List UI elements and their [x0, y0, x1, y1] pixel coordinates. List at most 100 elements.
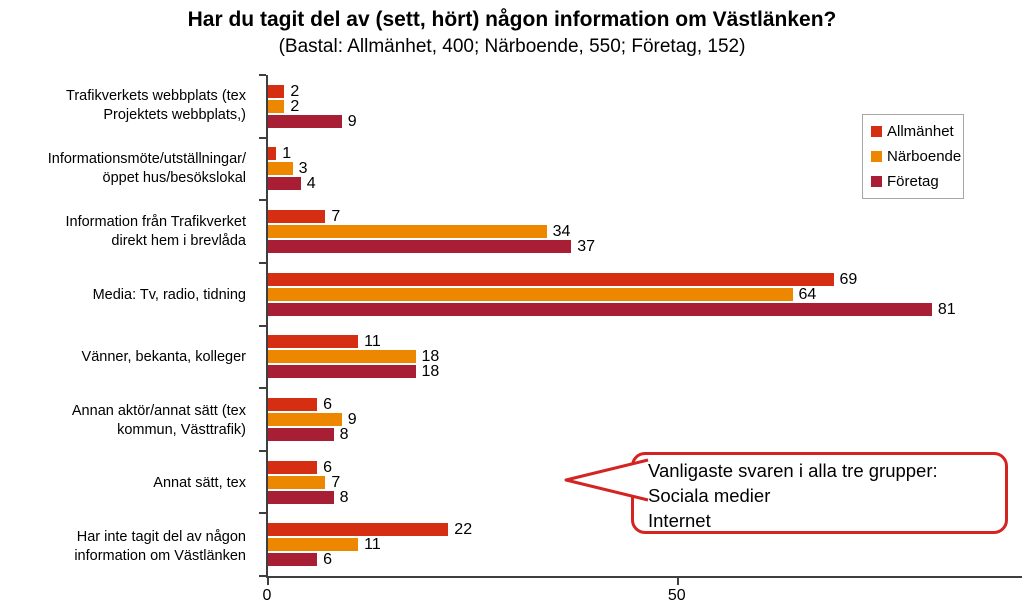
- category-axis-tick: [259, 512, 266, 515]
- category-label: Informationsmöte/utställningar/ öppet hu…: [47, 151, 246, 187]
- bar-value-label: 11: [364, 333, 381, 351]
- bar-value-label: 18: [421, 348, 440, 366]
- bar-line: 18: [268, 363, 1022, 381]
- legend-swatch-icon: [871, 126, 882, 137]
- bar-line: 7: [268, 208, 1022, 226]
- callout-text: Vanligaste svaren i alla tre grupper: So…: [648, 460, 938, 531]
- bar-företag: [268, 302, 932, 316]
- bar-value-label: 8: [339, 425, 349, 443]
- bar-value-label: 18: [421, 363, 440, 381]
- bar-line: 81: [268, 301, 1022, 317]
- bar-line: 7: [268, 473, 1022, 491]
- category-axis-tick: [259, 199, 266, 202]
- bar-value-label: 1: [282, 145, 292, 163]
- bar-line: 11: [268, 536, 1022, 554]
- bar-allmänhet: [268, 460, 318, 474]
- bar-line: 9: [268, 112, 1022, 130]
- bar-företag: [268, 553, 318, 567]
- bar-line: 37: [268, 238, 1022, 256]
- bar-value-label: 69: [839, 270, 858, 288]
- bar-allmänhet: [268, 335, 359, 349]
- bar-företag: [268, 177, 301, 191]
- bar-närboende: [268, 538, 359, 552]
- bar-allmänhet: [268, 272, 834, 286]
- bar-line: 3: [268, 160, 1022, 178]
- bar-value-label: 6: [323, 395, 333, 413]
- bar-line: 9: [268, 410, 1022, 428]
- bar-allmänhet: [268, 397, 318, 411]
- category-axis-tick: [259, 449, 266, 452]
- bar-närboende: [268, 350, 416, 364]
- bar-value-label: 6: [323, 458, 333, 476]
- category-axis-tick: [259, 136, 266, 139]
- bar-allmänhet: [268, 523, 449, 537]
- category-axis-labels: Trafikverkets webbplats (tex Projektets …: [0, 75, 256, 578]
- legend-label: Närboende: [887, 148, 962, 165]
- category-label: Vänner, bekanta, kolleger: [81, 349, 246, 366]
- bar-företag: [268, 427, 334, 441]
- bar-group: 22 11 6: [268, 513, 1022, 576]
- bar-line: 6: [268, 395, 1022, 413]
- legend-item: Närboende: [871, 148, 961, 165]
- bar-line: 64: [268, 286, 1022, 302]
- bar-line: 4: [268, 175, 1022, 193]
- category-label: Information från Trafikverket direkt hem…: [65, 214, 246, 250]
- bar-närboende: [268, 475, 326, 489]
- bar-value-label: 9: [347, 112, 357, 130]
- bar-value-label: 7: [331, 473, 341, 491]
- callout-tail-icon: [564, 458, 649, 502]
- x-axis-tick-label: 0: [262, 587, 272, 604]
- legend-label: Allmänhet: [887, 123, 954, 140]
- bar-value-label: 8: [339, 488, 349, 506]
- bar-line: 8: [268, 425, 1022, 443]
- bar-företag: [268, 114, 342, 128]
- category-axis-tick: [259, 74, 266, 76]
- bar-line: 6: [268, 458, 1022, 476]
- category-axis-tick: [259, 261, 266, 264]
- legend: Allmänhet Närboende Företag: [862, 114, 964, 199]
- bar-value-label: 3: [298, 160, 308, 178]
- legend-item: Allmänhet: [871, 123, 955, 140]
- bar-value-label: 9: [347, 410, 357, 428]
- bar-value-label: 37: [577, 238, 596, 256]
- bar-line: 1: [268, 145, 1022, 163]
- bar-närboende: [268, 225, 547, 239]
- plot-area: 2 2 9 1 3 4 7 34 37 69 64 81 11 18 18 6 9 8 6 7 8 22 11 6: [259, 74, 1022, 585]
- bar-value-label: 4: [306, 175, 316, 193]
- legend-swatch-icon: [871, 176, 882, 187]
- bar-group: 69 64 81: [268, 263, 1022, 326]
- bar-value-label: 22: [454, 521, 473, 539]
- bar-närboende: [268, 412, 342, 426]
- bar-allmänhet: [268, 147, 277, 161]
- bar-value-label: 34: [552, 223, 571, 241]
- bar-line: 34: [268, 223, 1022, 241]
- x-axis-tick: [676, 578, 679, 585]
- bar-value-label: 11: [364, 536, 381, 554]
- x-axis-tick-label: 50: [667, 587, 686, 604]
- bar-företag: [268, 365, 416, 379]
- bar-line: 11: [268, 333, 1022, 351]
- category-axis-tick: [259, 324, 266, 327]
- bar-value-label: 2: [290, 82, 300, 100]
- category-label: Trafikverkets webbplats (tex Projektets …: [66, 88, 246, 124]
- legend-item: Företag: [871, 173, 955, 190]
- bar-value-label: 7: [331, 208, 341, 226]
- bar-allmänhet: [268, 210, 326, 224]
- bar-närboende: [268, 287, 793, 301]
- legend-swatch-icon: [871, 151, 882, 162]
- category-label: Media: Tv, radio, tidning: [92, 286, 246, 303]
- bar-företag: [268, 240, 572, 254]
- category-label: Har inte tagit del av någon information …: [74, 528, 246, 564]
- bar-value-label: 2: [290, 97, 300, 115]
- bar-group: 7 34 37: [268, 200, 1022, 263]
- category-axis-tick: [259, 387, 266, 390]
- bar-allmänhet: [268, 84, 285, 98]
- chart-subtitle: (Bastal: Allmänhet, 400; Närboende, 550;…: [278, 36, 746, 57]
- chart-title: Har du tagit del av (sett, hört) någon i…: [187, 8, 837, 31]
- bar-line: 8: [268, 488, 1022, 506]
- bar-line: 2: [268, 97, 1022, 115]
- bar-line: 22: [268, 521, 1022, 539]
